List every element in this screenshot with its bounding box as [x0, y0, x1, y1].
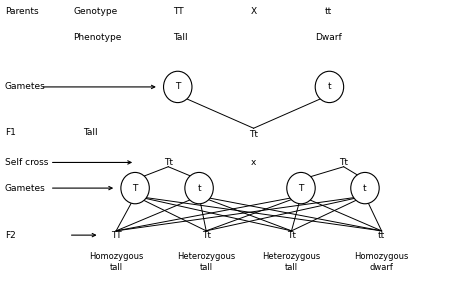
Text: Tt: Tt: [339, 158, 348, 167]
Text: Homozygous
dwarf: Homozygous dwarf: [355, 252, 409, 272]
Ellipse shape: [287, 172, 315, 204]
Text: t: t: [328, 82, 331, 91]
Text: tt: tt: [325, 7, 332, 16]
Text: F1: F1: [5, 128, 16, 137]
Text: T: T: [298, 184, 304, 193]
Text: Phenotype: Phenotype: [73, 33, 122, 42]
Ellipse shape: [351, 172, 379, 204]
Text: TT: TT: [111, 231, 121, 240]
Text: Gametes: Gametes: [5, 184, 46, 193]
Text: Gametes: Gametes: [5, 82, 46, 91]
Text: T: T: [175, 82, 181, 91]
Text: F2: F2: [5, 231, 16, 240]
Text: Homozygous
tall: Homozygous tall: [89, 252, 143, 272]
Ellipse shape: [185, 172, 213, 204]
Text: Tall: Tall: [173, 33, 188, 42]
Ellipse shape: [164, 71, 192, 103]
Text: Tall: Tall: [83, 128, 98, 137]
Text: Tt: Tt: [164, 158, 173, 167]
Ellipse shape: [315, 71, 344, 103]
Text: Self cross: Self cross: [5, 158, 48, 167]
Text: Heterozygous
tall: Heterozygous tall: [263, 252, 320, 272]
Text: Parents: Parents: [5, 7, 38, 16]
Text: X: X: [251, 7, 256, 16]
Text: Tt: Tt: [249, 130, 258, 139]
Ellipse shape: [121, 172, 149, 204]
Text: Tt: Tt: [287, 231, 296, 240]
Text: Heterozygous
tall: Heterozygous tall: [177, 252, 235, 272]
Text: tt: tt: [378, 231, 385, 240]
Text: x: x: [251, 158, 256, 167]
Text: t: t: [363, 184, 367, 193]
Text: Dwarf: Dwarf: [315, 33, 342, 42]
Text: Tt: Tt: [202, 231, 210, 240]
Text: TT: TT: [173, 7, 183, 16]
Text: Genotype: Genotype: [73, 7, 118, 16]
Text: T: T: [132, 184, 138, 193]
Text: t: t: [197, 184, 201, 193]
